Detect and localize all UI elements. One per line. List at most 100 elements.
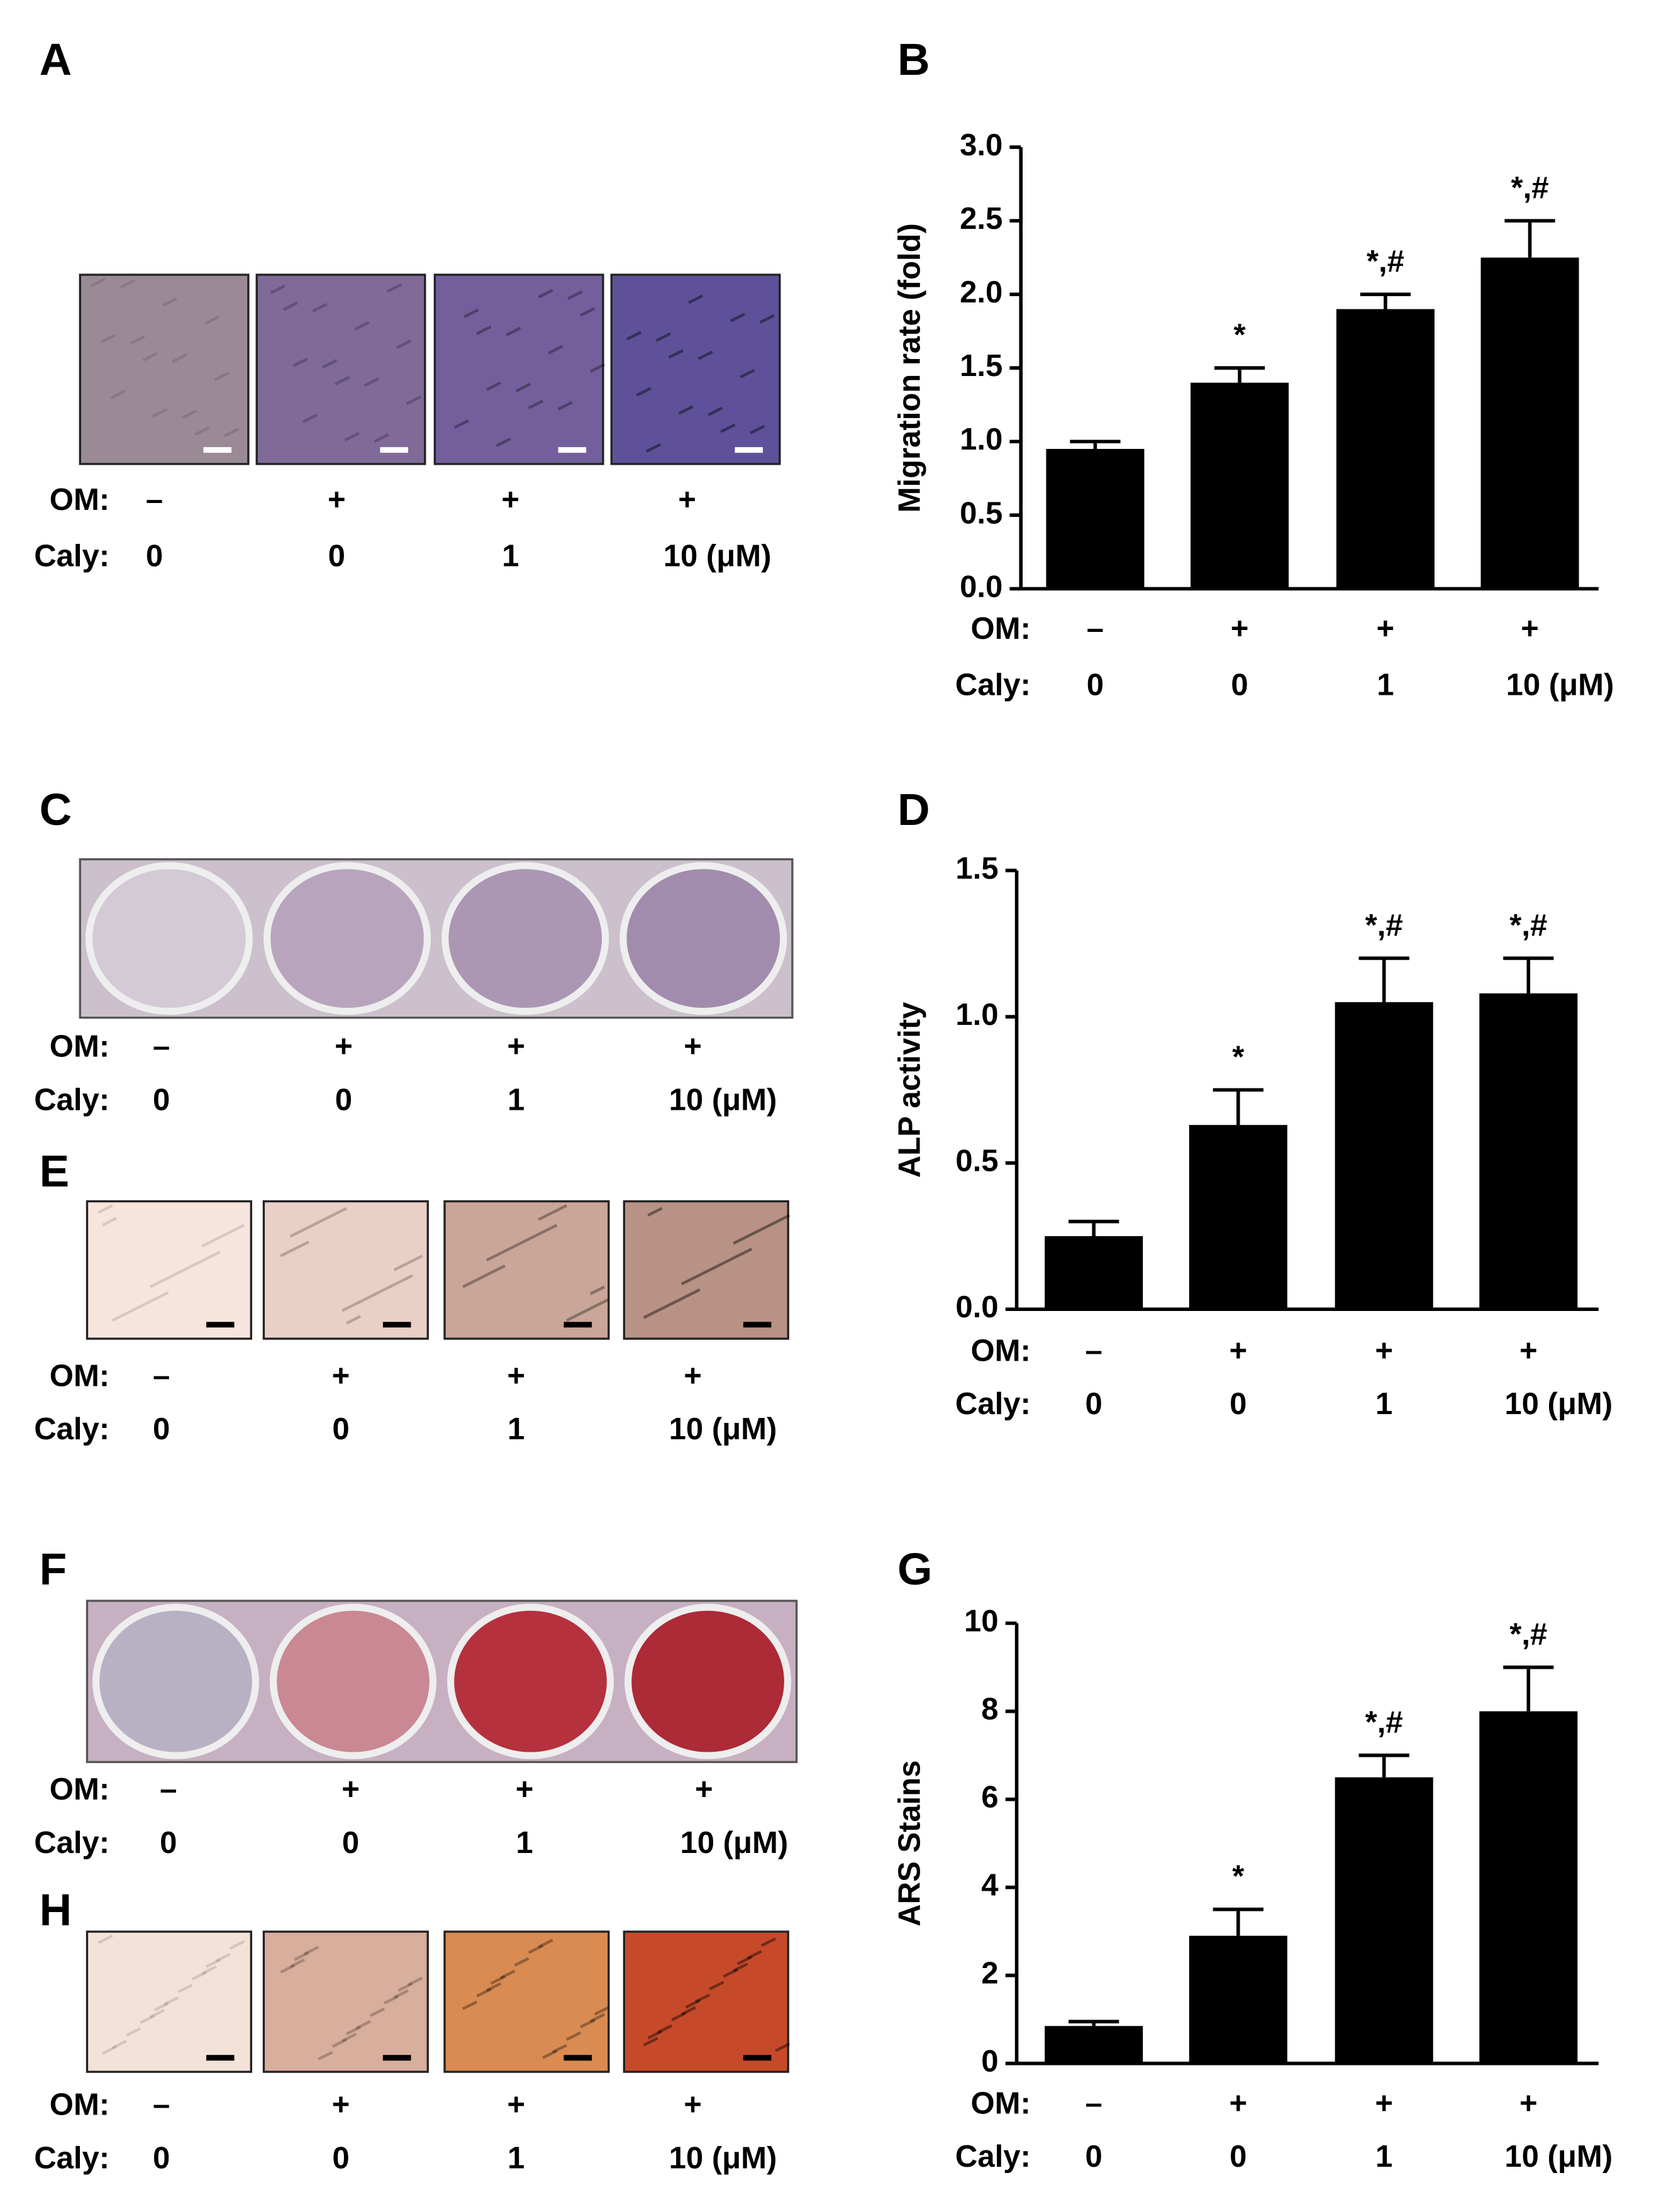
texture bbox=[289, 1228, 306, 1238]
texture bbox=[464, 308, 479, 318]
texture bbox=[476, 325, 492, 335]
texture bbox=[462, 1278, 478, 1288]
texture bbox=[369, 1288, 386, 1298]
texture bbox=[364, 377, 380, 387]
texture bbox=[594, 2006, 609, 2016]
texture bbox=[775, 1214, 791, 1224]
om-value: + bbox=[678, 483, 696, 517]
texture bbox=[589, 363, 606, 373]
om-value: + bbox=[328, 483, 346, 517]
texture bbox=[695, 1993, 711, 2003]
texture bbox=[97, 1934, 113, 1944]
om-value: + bbox=[507, 1359, 525, 1393]
texture bbox=[280, 1964, 296, 1974]
x-tick-label: 0 bbox=[1230, 1387, 1247, 1421]
texture bbox=[152, 407, 168, 418]
well bbox=[92, 1603, 259, 1759]
texture bbox=[723, 1968, 738, 1978]
texture bbox=[282, 301, 298, 311]
texture bbox=[140, 1298, 155, 1308]
bar bbox=[1336, 309, 1435, 589]
row-label: OM: bbox=[50, 483, 109, 517]
micrograph bbox=[262, 1200, 429, 1340]
row-label: OM: bbox=[971, 2087, 1031, 2121]
texture bbox=[668, 349, 684, 359]
texture bbox=[736, 1247, 753, 1258]
texture bbox=[153, 2001, 169, 2011]
om-value: + bbox=[684, 1030, 702, 1064]
texture bbox=[680, 2006, 697, 2016]
y-tick-label: 10 bbox=[964, 1605, 999, 1639]
caly-value: 10 (μM) bbox=[664, 539, 772, 573]
om-value: + bbox=[1375, 2087, 1393, 2121]
y-tick-label: 1.5 bbox=[955, 851, 998, 885]
caly-value: 1 bbox=[516, 1826, 533, 1860]
texture bbox=[594, 1298, 609, 1308]
texture bbox=[486, 1982, 502, 1992]
om-value: – bbox=[1087, 612, 1104, 646]
significance: * bbox=[1232, 1040, 1245, 1074]
texture bbox=[407, 1976, 423, 1986]
texture bbox=[565, 2031, 582, 2041]
texture bbox=[294, 1951, 309, 1961]
y-tick-label: 4 bbox=[981, 1869, 998, 1903]
row-label: Caly: bbox=[34, 539, 109, 573]
caly-value: 0 bbox=[335, 1083, 352, 1117]
texture bbox=[538, 1938, 553, 1949]
texture bbox=[182, 409, 197, 419]
y-axis-label: ALP activity bbox=[892, 1002, 926, 1178]
texture bbox=[125, 1305, 142, 1315]
texture bbox=[355, 2020, 371, 2030]
om-value: + bbox=[342, 1772, 360, 1806]
texture bbox=[125, 2027, 142, 2037]
x-tick-label: 0 bbox=[1087, 668, 1104, 702]
texture bbox=[344, 431, 360, 442]
micrograph bbox=[79, 274, 250, 465]
panel-label: F bbox=[40, 1544, 67, 1595]
panel-label: H bbox=[40, 1885, 72, 1935]
row-label: Caly: bbox=[34, 1083, 109, 1117]
texture bbox=[223, 428, 240, 438]
texture bbox=[229, 1224, 245, 1234]
texture bbox=[760, 1937, 777, 1947]
caly-value: 10 (μM) bbox=[669, 1412, 777, 1446]
micrograph bbox=[433, 274, 604, 465]
row-label: Caly: bbox=[34, 2141, 109, 2175]
texture bbox=[101, 1217, 118, 1227]
x-tick-label: 0 bbox=[1086, 1387, 1102, 1421]
texture bbox=[149, 1278, 165, 1288]
y-tick-label: 0.0 bbox=[960, 570, 1002, 604]
texture bbox=[580, 1305, 596, 1315]
texture bbox=[626, 331, 642, 341]
y-tick-label: 1.0 bbox=[955, 998, 998, 1032]
y-tick-label: 1.0 bbox=[960, 423, 1002, 456]
well bbox=[85, 862, 253, 1015]
texture bbox=[733, 1235, 748, 1245]
texture bbox=[476, 1271, 492, 1281]
caly-value: 10 (μM) bbox=[680, 1826, 788, 1860]
texture bbox=[528, 399, 544, 409]
om-value: – bbox=[153, 1359, 170, 1393]
well bbox=[441, 862, 609, 1015]
x-tick-label: 10 (μM) bbox=[1504, 2140, 1613, 2174]
texture bbox=[643, 1309, 658, 1319]
y-axis-label: Migration rate (fold) bbox=[892, 223, 926, 512]
caly-value: 0 bbox=[342, 1826, 359, 1860]
y-tick-label: 6 bbox=[981, 1781, 998, 1815]
om-value: + bbox=[1519, 1334, 1538, 1368]
texture bbox=[547, 345, 564, 355]
caly-value: 1 bbox=[502, 539, 519, 573]
micrograph bbox=[86, 1930, 252, 2073]
micrograph bbox=[262, 1930, 429, 2073]
caly-value: 0 bbox=[153, 1412, 170, 1446]
texture bbox=[205, 1958, 221, 1968]
texture bbox=[393, 1989, 409, 1999]
texture bbox=[514, 1237, 530, 1247]
bar bbox=[1189, 1935, 1287, 2064]
texture bbox=[687, 294, 704, 304]
texture bbox=[164, 1996, 179, 2006]
row-label: OM: bbox=[50, 1772, 109, 1806]
panel-label: G bbox=[897, 1544, 932, 1595]
row-label: OM: bbox=[50, 1030, 109, 1064]
texture bbox=[709, 1981, 725, 1991]
